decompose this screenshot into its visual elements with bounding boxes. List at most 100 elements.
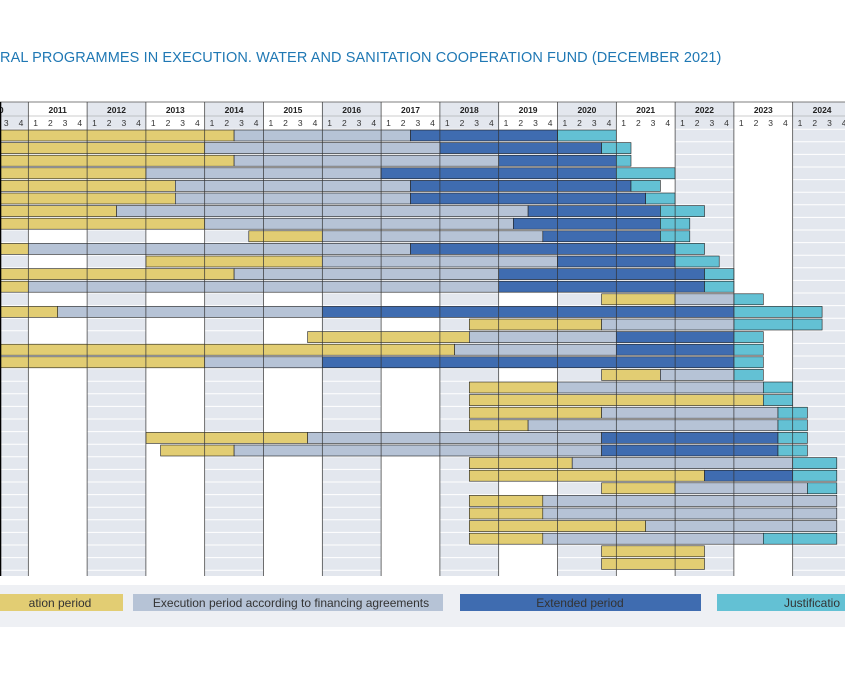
year-label: 2017 bbox=[401, 105, 420, 115]
bar-segment bbox=[630, 180, 661, 192]
bar-segment bbox=[0, 142, 205, 154]
bar-segment bbox=[601, 558, 705, 570]
bar-segment bbox=[542, 532, 764, 545]
quarter-label: 2 bbox=[224, 118, 229, 128]
bar-segment bbox=[792, 469, 838, 482]
quarter-label: 1 bbox=[268, 118, 273, 128]
bar-segment bbox=[410, 192, 646, 205]
bar-segment bbox=[542, 230, 661, 243]
bar-segment bbox=[674, 482, 808, 495]
bar-segment bbox=[704, 280, 735, 293]
bar-segment bbox=[733, 306, 823, 318]
bar-segment bbox=[601, 406, 779, 419]
bar-segment bbox=[601, 369, 661, 381]
quarter-label: 3 bbox=[180, 118, 185, 128]
bar-segment bbox=[248, 230, 323, 243]
bar-segment bbox=[733, 369, 764, 381]
quarter-label: 1 bbox=[92, 118, 97, 128]
year-label: 2018 bbox=[460, 105, 479, 115]
quarter-label: 1 bbox=[327, 118, 332, 128]
quarter-label: 1 bbox=[621, 118, 626, 128]
bar-segment bbox=[557, 129, 617, 142]
quarter-label: 3 bbox=[827, 118, 832, 128]
year-label: 2021 bbox=[636, 105, 655, 115]
bar-segment bbox=[410, 180, 632, 192]
bar-segment bbox=[145, 255, 323, 268]
bar-segment bbox=[0, 243, 29, 255]
quarter-label: 2 bbox=[577, 118, 582, 128]
bar-segment bbox=[0, 154, 235, 167]
year-label: 2016 bbox=[342, 105, 361, 115]
bar-segment bbox=[601, 444, 779, 457]
quarter-label: 3 bbox=[533, 118, 538, 128]
bar-segment bbox=[498, 280, 705, 293]
legend-swatch bbox=[460, 594, 701, 611]
bar-segment bbox=[321, 230, 544, 243]
bar-segment bbox=[0, 280, 29, 293]
quarter-label: 1 bbox=[33, 118, 38, 128]
bar-segment bbox=[0, 343, 455, 356]
quarter-label: 3 bbox=[121, 118, 126, 128]
quarter-label: 2 bbox=[401, 118, 406, 128]
bar-segment bbox=[527, 419, 779, 432]
quarter-label: 4 bbox=[371, 118, 376, 128]
bar-segment bbox=[660, 369, 735, 381]
bar-segment bbox=[762, 394, 793, 406]
quarter-label: 3 bbox=[474, 118, 479, 128]
legend-swatch bbox=[717, 594, 845, 611]
quarter-label: 1 bbox=[386, 118, 391, 128]
bar-segment bbox=[0, 268, 235, 280]
quarter-label: 2 bbox=[107, 118, 112, 128]
quarter-label: 4 bbox=[548, 118, 553, 128]
year-label: 2024 bbox=[813, 105, 832, 115]
quarter-label: 4 bbox=[665, 118, 670, 128]
bar-segment bbox=[704, 469, 793, 482]
bar-segment bbox=[0, 306, 58, 318]
quarter-label: 2 bbox=[812, 118, 817, 128]
year-label: 10 bbox=[0, 105, 4, 115]
bar-segment bbox=[160, 444, 235, 457]
quarter-label: 3 bbox=[239, 118, 244, 128]
year-label: 2023 bbox=[754, 105, 773, 115]
bar-segment bbox=[468, 457, 573, 469]
quarter-label: 3 bbox=[357, 118, 362, 128]
bar-segment bbox=[468, 331, 617, 343]
quarter-label: 2 bbox=[518, 118, 523, 128]
quarter-label: 3 bbox=[768, 118, 773, 128]
bar-segment bbox=[527, 205, 661, 217]
legend-swatch bbox=[0, 594, 123, 611]
quarter-label: 1 bbox=[680, 118, 685, 128]
quarter-label: 3 bbox=[63, 118, 68, 128]
bar-segment bbox=[27, 243, 411, 255]
year-label: 2011 bbox=[48, 105, 67, 115]
bar-segment bbox=[175, 192, 411, 205]
bar-segment bbox=[601, 545, 705, 558]
bar-segment bbox=[410, 243, 676, 255]
bar-segment bbox=[410, 129, 558, 142]
quarter-label: 1 bbox=[739, 118, 744, 128]
bar-segment bbox=[0, 180, 176, 192]
quarter-label: 4 bbox=[430, 118, 435, 128]
quarter-label: 4 bbox=[19, 118, 24, 128]
bar-segment bbox=[439, 142, 602, 154]
bar-segment bbox=[733, 331, 764, 343]
bar-segment bbox=[542, 495, 838, 507]
year-label: 2020 bbox=[577, 105, 596, 115]
bar-segment bbox=[762, 381, 793, 394]
year-label: 2013 bbox=[166, 105, 185, 115]
legend-label: ation period bbox=[29, 596, 92, 610]
quarter-label: 2 bbox=[460, 118, 465, 128]
year-label: 2015 bbox=[283, 105, 302, 115]
bar-segment bbox=[468, 406, 602, 419]
bar-segment bbox=[557, 381, 764, 394]
quarter-label: 4 bbox=[489, 118, 494, 128]
bar-segment bbox=[674, 293, 735, 306]
quarter-label: 4 bbox=[783, 118, 788, 128]
bar-segment bbox=[468, 532, 544, 545]
quarter-label: 4 bbox=[136, 118, 141, 128]
bar-segment bbox=[615, 154, 632, 167]
bar-segment bbox=[615, 167, 676, 180]
bar-segment bbox=[468, 495, 544, 507]
quarter-label: 4 bbox=[254, 118, 259, 128]
